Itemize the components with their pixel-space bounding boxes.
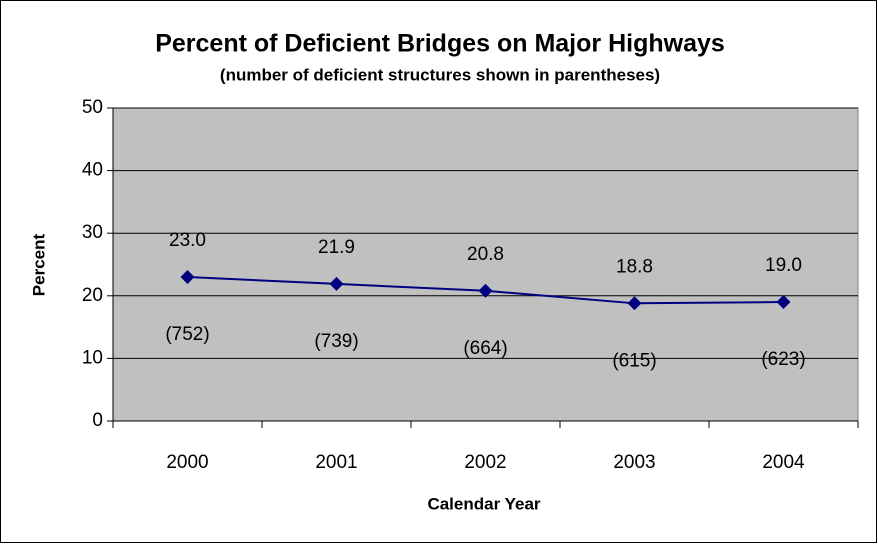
x-tick-label: 2002 [464, 452, 506, 473]
data-label: 21.9 [318, 237, 355, 258]
marker [478, 283, 493, 298]
annotation: (752) [165, 324, 209, 345]
y-tick-label: 0 [92, 410, 103, 431]
chart-title: Percent of Deficient Bridges on Major Hi… [155, 30, 725, 58]
annotation: (615) [612, 350, 656, 371]
x-tick-label: 2004 [762, 452, 805, 473]
marker [627, 296, 642, 311]
data-label: 19.0 [765, 255, 802, 276]
data-label: 18.8 [616, 256, 653, 277]
y-tick-label: 30 [82, 222, 103, 243]
marker [180, 270, 195, 285]
x-axis-title: Calendar Year [427, 494, 540, 513]
x-tick-label: 2003 [613, 452, 655, 473]
y-axis-title: Percent [29, 233, 48, 296]
data-label: 23.0 [169, 230, 206, 251]
data-label: 20.8 [467, 244, 504, 265]
marker [776, 295, 791, 310]
y-tick-label: 20 [82, 285, 103, 306]
annotation: (739) [314, 331, 358, 352]
annotation: (623) [761, 349, 805, 370]
marker [329, 276, 344, 291]
x-tick-label: 2000 [166, 452, 208, 473]
plot-area [112, 107, 859, 422]
chart-subtitle: (number of deficient structures shown in… [220, 65, 660, 84]
y-tick-label: 40 [82, 160, 103, 181]
annotation: (664) [463, 338, 507, 359]
x-tick-label: 2001 [315, 452, 357, 473]
y-tick-label: 10 [82, 347, 103, 368]
y-tick-label: 50 [82, 97, 103, 118]
